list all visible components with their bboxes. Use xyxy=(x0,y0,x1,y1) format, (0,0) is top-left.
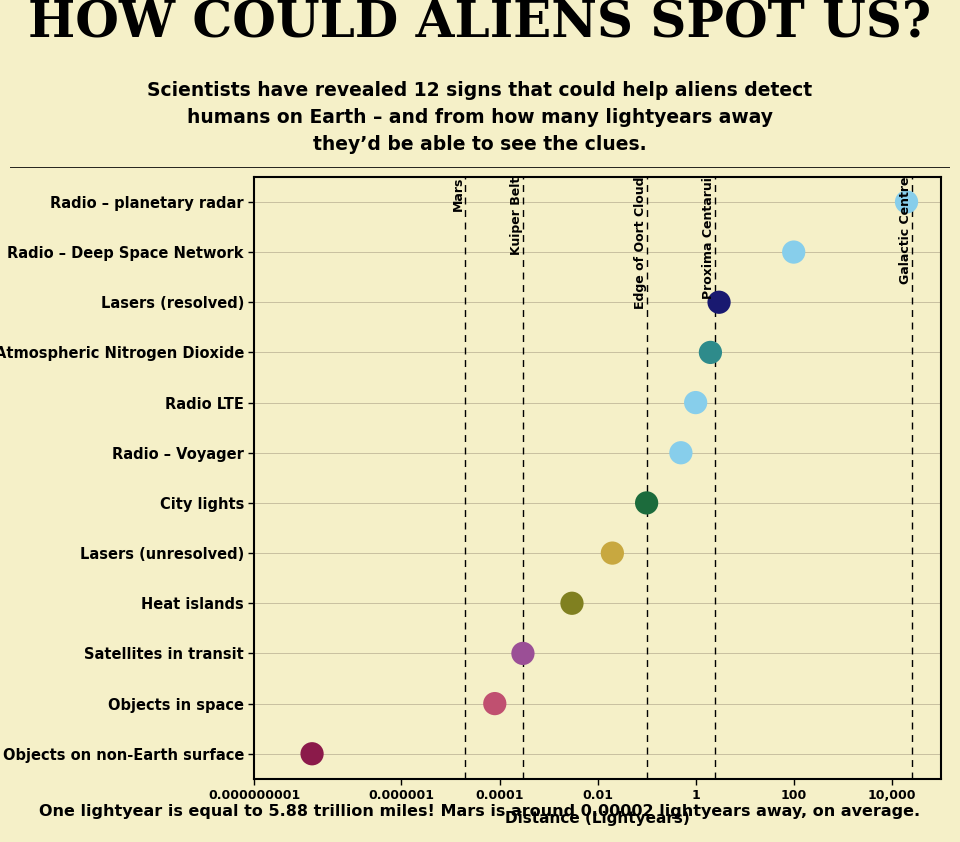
Point xyxy=(673,446,688,460)
Text: Proxima Centarui: Proxima Centarui xyxy=(702,177,715,299)
Text: HOW COULD ALIENS SPOT US?: HOW COULD ALIENS SPOT US? xyxy=(29,0,931,49)
Text: Galactic Centre: Galactic Centre xyxy=(900,177,912,285)
Point xyxy=(688,396,704,409)
Text: One lightyear is equal to 5.88 trillion miles! Mars is around 0.00002 lightyears: One lightyear is equal to 5.88 trillion … xyxy=(39,804,921,819)
Point xyxy=(487,697,502,711)
Point xyxy=(564,596,580,610)
Point xyxy=(516,647,531,660)
Point xyxy=(304,747,320,760)
Text: Mars: Mars xyxy=(452,177,466,211)
Point xyxy=(899,195,914,209)
Text: Scientists have revealed 12 signs that could help aliens detect
humans on Earth : Scientists have revealed 12 signs that c… xyxy=(148,81,812,154)
Point xyxy=(605,546,620,560)
X-axis label: Distance (Lightyears): Distance (Lightyears) xyxy=(505,811,690,826)
Text: Edge of Oort Cloud: Edge of Oort Cloud xyxy=(634,177,647,309)
Point xyxy=(703,346,718,360)
Point xyxy=(786,245,802,258)
Text: Kuiper Belt: Kuiper Belt xyxy=(510,177,523,255)
Point xyxy=(711,296,727,309)
Point xyxy=(639,496,655,509)
